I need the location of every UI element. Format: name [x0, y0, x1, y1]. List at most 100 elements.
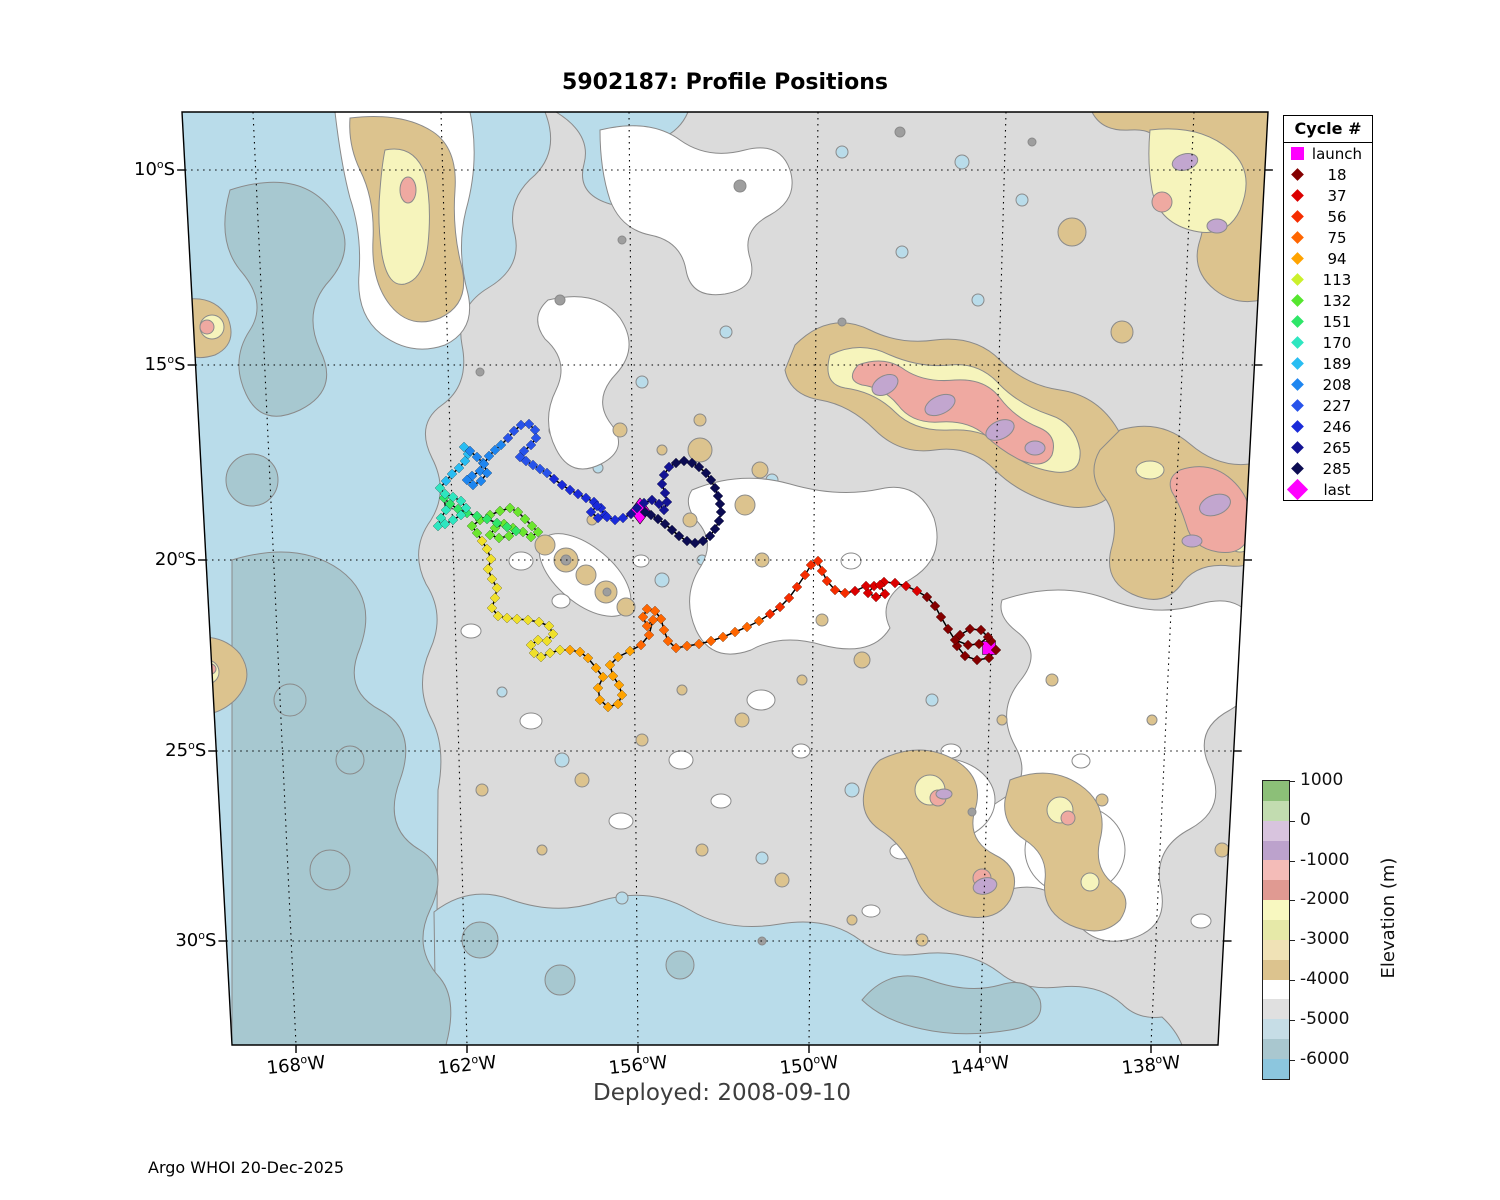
colorbar-segment: [1263, 900, 1289, 921]
colorbar-segment: [1263, 820, 1289, 841]
legend-title: Cycle #: [1284, 116, 1372, 143]
colorbar-segment: [1263, 1019, 1289, 1040]
profile-marker: [548, 473, 560, 485]
profile-marker: [641, 603, 653, 615]
legend-entry-last: last: [1284, 478, 1372, 501]
colorbar-tick-label: 0: [1300, 809, 1311, 830]
profile-marker: [528, 647, 540, 659]
diamond-swatch-icon: [1284, 441, 1310, 454]
profile-marker: [439, 518, 451, 530]
profile-marker: [982, 631, 994, 643]
legend-entry-208: 208: [1284, 374, 1372, 395]
profile-marker: [476, 535, 488, 547]
legend-entry-label: 94: [1327, 249, 1347, 268]
profile-marker: [440, 504, 452, 516]
profile-marker: [525, 439, 537, 451]
profile-marker: [554, 644, 566, 656]
colorbar-segment: [1263, 840, 1289, 861]
profile-marker: [481, 543, 493, 555]
profile-marker: [631, 502, 643, 514]
legend-cycle: Cycle # launch 18 37 56 75 94 113 132 151 170 189 2…: [1283, 115, 1373, 501]
profile-marker: [709, 523, 721, 535]
profile-marker: [764, 608, 776, 620]
profile-marker: [580, 492, 592, 504]
profile-marker: [879, 588, 891, 600]
colorbar-segment: [1263, 1059, 1289, 1079]
legend-entry-94: 94: [1284, 248, 1372, 269]
profile-marker: [829, 584, 841, 596]
legend-entry-75: 75: [1284, 227, 1372, 248]
profile-marker: [617, 512, 629, 524]
legend-entry-189: 189: [1284, 353, 1372, 374]
profile-marker: [501, 612, 513, 624]
profile-marker: [942, 623, 954, 635]
legend-entry-285: 285: [1284, 458, 1372, 479]
legend-entry-label: 265: [1322, 438, 1352, 457]
profile-marker: [681, 535, 693, 547]
colorbar-tick-label: -5000: [1300, 1008, 1350, 1029]
profile-marker: [512, 506, 524, 518]
legend-entry-label: 56: [1327, 207, 1347, 226]
legend-entry-label: launch: [1311, 144, 1363, 163]
profile-marker: [655, 613, 667, 625]
profile-marker: [635, 639, 647, 651]
bathymetry-contours: [182, 112, 1268, 1045]
profile-marker: [729, 626, 741, 638]
profile-marker: [643, 629, 655, 641]
profile-marker: [959, 650, 971, 662]
profile-marker: [453, 462, 465, 474]
legend-entry-label: 189: [1322, 354, 1352, 373]
colorbar-segment: [1263, 979, 1289, 1000]
diamond-swatch-icon: [1284, 462, 1310, 475]
profile-marker: [681, 640, 693, 652]
y-tick-label-10S: 10oS: [134, 158, 176, 180]
profile-marker: [525, 639, 537, 651]
profile-marker: [582, 652, 594, 664]
profile-marker: [447, 491, 459, 503]
profile-marker: [519, 513, 531, 525]
map-border: [181, 111, 1269, 1046]
diamond-swatch-icon: [1284, 231, 1310, 244]
profile-marker: [494, 505, 506, 517]
legend-entry-37: 37: [1284, 185, 1372, 206]
profile-marker: [526, 520, 538, 532]
diamond-swatch-icon: [1284, 399, 1310, 412]
profile-marker: [613, 679, 625, 691]
profile-marker: [849, 585, 861, 597]
profile-marker: [556, 479, 568, 491]
square-swatch-icon: [1284, 147, 1310, 160]
profile-marker: [616, 689, 628, 701]
legend-entry-label: 170: [1322, 333, 1352, 352]
diamond-swatch-icon: [1284, 168, 1310, 181]
diamond-swatch-icon: [1284, 315, 1310, 328]
profile-marker: [678, 455, 690, 467]
legend-entry-113: 113: [1284, 269, 1372, 290]
profile-marker: [572, 488, 584, 500]
legend-entry-151: 151: [1284, 311, 1372, 332]
profile-marker: [870, 591, 882, 603]
profile-marker: [659, 518, 671, 530]
profile-marker: [481, 467, 493, 479]
profile-marker: [461, 474, 473, 486]
profile-marker: [666, 524, 678, 536]
profile-marker: [700, 467, 712, 479]
colorbar-segment: [1263, 999, 1289, 1020]
legend-entry-launch: launch: [1284, 143, 1372, 164]
profile-marker: [585, 506, 597, 518]
graticule-grid: [185, 112, 1265, 1045]
elevation-colorbar: [1262, 780, 1290, 1080]
profile-marker: [510, 525, 522, 537]
profile-marker: [508, 425, 520, 437]
profile-marker: [874, 579, 886, 591]
profile-marker: [527, 459, 539, 471]
profile-marker: [799, 569, 811, 581]
colorbar-segment: [1263, 959, 1289, 980]
profile-marker: [530, 432, 542, 444]
colorbar-segment: [1263, 860, 1289, 881]
colorbar-tick-mark: [1289, 860, 1295, 862]
page-title: 5902187: Profile Positions: [562, 70, 888, 95]
profile-marker: [464, 445, 476, 457]
colorbar-tick-label: -4000: [1300, 969, 1350, 989]
profile-marker: [962, 639, 974, 651]
profile-marker: [839, 587, 851, 599]
